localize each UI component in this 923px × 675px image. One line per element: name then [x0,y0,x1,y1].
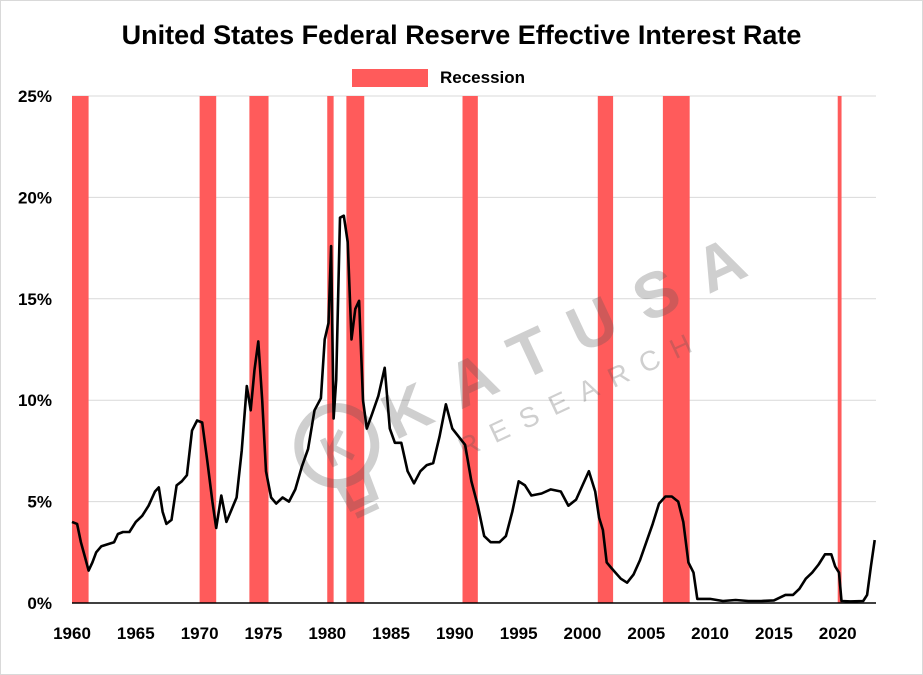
legend: Recession [352,67,525,89]
x-tick-labels: 1960 1965 1970 1975 1980 1985 1990 1995 2000 2005… [53,624,857,643]
recession-band [199,96,217,603]
recession-band [837,96,842,603]
series-line [71,214,876,603]
x-tick-label: 1975 [245,624,283,643]
y-tick-label: 10% [18,391,52,410]
x-tick-label: 1990 [436,624,474,643]
x-tick-label: 2000 [564,624,602,643]
series-lines [71,214,876,603]
recession-band [346,96,365,603]
recession-band [72,96,89,603]
x-tick-label: 1970 [181,624,219,643]
chart-title: United States Federal Reserve Effective … [121,20,802,50]
x-tick-label: 1965 [117,624,155,643]
watermark-brand: KATUSA [371,211,780,453]
x-tick-label: 2005 [627,624,665,643]
x-tick-label: 2015 [755,624,793,643]
y-tick-label: 0% [27,594,52,613]
y-tick-labels: 0% 5% 10% 15% 20% 25% [18,87,52,613]
recession-band [662,96,690,603]
recession-band [327,96,334,603]
y-tick-label: 25% [18,87,52,106]
x-tick-label: 1960 [53,624,91,643]
x-tick-label: 1995 [500,624,538,643]
x-tick-label: 2020 [819,624,857,643]
y-tick-label: 15% [18,290,52,309]
recession-bands [72,96,842,603]
y-tick-label: 20% [18,188,52,207]
legend-label-recession: Recession [440,68,526,87]
x-tick-label: 1980 [308,624,346,643]
recession-band [462,96,478,603]
x-tick-label: 1985 [372,624,410,643]
legend-swatch-recession [352,69,428,87]
x-tick-label: 2010 [691,624,729,643]
recession-band [597,96,614,603]
y-tick-label: 5% [27,493,52,512]
